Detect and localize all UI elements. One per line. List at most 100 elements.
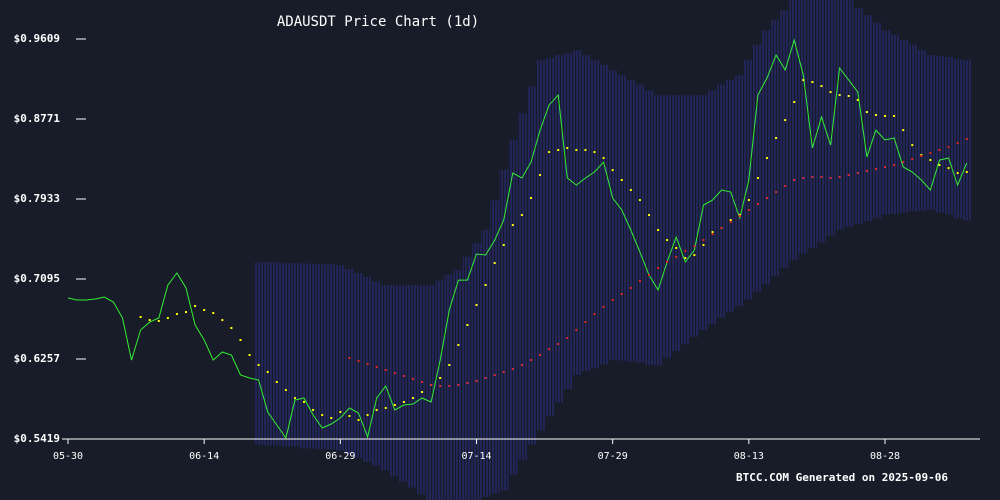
bollinger-band: [934, 56, 945, 213]
bollinger-band: [608, 70, 618, 360]
bollinger-band: [871, 22, 881, 219]
bollinger-band: [562, 53, 572, 390]
moving-average-dot: [811, 81, 814, 84]
moving-average-dot: [430, 383, 433, 386]
x-tick-label: 05-30: [53, 451, 83, 462]
moving-average-dot: [402, 400, 405, 403]
moving-average-dot: [421, 391, 424, 394]
moving-average-dot: [593, 151, 596, 154]
bollinger-band: [281, 263, 291, 447]
bollinger-band: [344, 268, 354, 455]
moving-average-dot: [847, 174, 850, 177]
moving-average-dot: [602, 157, 605, 160]
moving-average-dot: [502, 370, 505, 373]
bollinger-band: [880, 30, 890, 215]
bollinger-band: [481, 229, 491, 498]
bollinger-band: [444, 274, 454, 500]
x-tick-label: 06-29: [325, 451, 355, 462]
bollinger-band: [771, 19, 781, 276]
moving-average-dot: [529, 197, 532, 200]
x-tick-label: 06-14: [189, 451, 219, 462]
moving-average-dot: [856, 99, 859, 102]
bollinger-band: [644, 90, 654, 365]
bollinger-band: [471, 243, 482, 500]
moving-average-dot: [375, 408, 378, 411]
moving-average-dot: [684, 256, 687, 259]
moving-average-dot: [493, 374, 496, 377]
moving-average-dot: [629, 189, 632, 192]
moving-average-dot: [557, 343, 560, 346]
moving-average-dot: [284, 389, 287, 392]
moving-average-dot: [575, 149, 578, 152]
moving-average-dot: [303, 400, 306, 403]
moving-average-dot: [965, 170, 968, 173]
moving-average-dot: [711, 233, 714, 236]
bollinger-band: [372, 281, 382, 466]
moving-average-dot: [330, 416, 333, 419]
moving-average-dot: [484, 376, 487, 379]
bollinger-band: [580, 55, 590, 372]
moving-average-dot: [620, 292, 623, 295]
moving-average-dot: [902, 129, 905, 132]
bollinger-band: [408, 285, 418, 488]
bollinger-band: [816, 0, 827, 243]
moving-average-dot: [620, 179, 623, 182]
moving-average-dot: [239, 339, 242, 342]
moving-average-dot: [802, 79, 805, 82]
bollinger-band: [290, 263, 300, 447]
moving-average-dot: [348, 414, 351, 417]
x-tick-label: 07-29: [598, 451, 628, 462]
bollinger-band: [462, 256, 472, 500]
bollinger-band: [944, 57, 954, 215]
bollinger-band: [853, 8, 863, 225]
moving-average-dot: [666, 261, 669, 264]
moving-average-dot: [947, 146, 950, 149]
moving-average-dot: [511, 368, 514, 371]
moving-average-dot: [738, 214, 741, 217]
bollinger-band: [635, 84, 645, 363]
moving-average-dot: [647, 273, 650, 276]
moving-average-dot: [675, 256, 678, 259]
moving-average-dot: [203, 309, 206, 312]
moving-average-dot: [693, 245, 696, 248]
moving-average-dot: [838, 176, 841, 179]
price-line: [67, 38, 968, 440]
moving-average-dot: [439, 376, 442, 379]
chart-title: ADAUSDT Price Chart (1d): [277, 14, 479, 30]
moving-average-dot: [666, 239, 669, 242]
moving-average-dot: [148, 319, 151, 322]
moving-average-dot: [938, 149, 941, 152]
moving-average-dot: [185, 311, 188, 314]
moving-average-dot: [684, 250, 687, 253]
moving-average-dot: [475, 380, 478, 383]
moving-average-dot: [793, 101, 796, 104]
moving-average-dot: [911, 158, 914, 160]
bollinger-band: [680, 95, 690, 345]
bollinger-band: [726, 79, 736, 312]
bollinger-band: [907, 44, 917, 212]
moving-average-dot: [457, 343, 460, 346]
moving-average-dot: [393, 372, 396, 375]
moving-average-dot: [729, 219, 732, 222]
moving-average-dot: [593, 313, 596, 316]
moving-average-dot: [257, 364, 260, 367]
bollinger-band: [254, 262, 264, 445]
bollinger-band: [363, 276, 373, 462]
moving-average-dot: [638, 199, 641, 202]
bollinger-band: [544, 57, 554, 416]
moving-average-dot: [584, 149, 587, 152]
moving-average-dot: [539, 353, 542, 356]
moving-average-dot: [384, 368, 387, 371]
moving-average-dot: [747, 199, 750, 202]
moving-average-dot: [702, 244, 705, 247]
y-tick-label: $0.7933: [14, 192, 60, 205]
bollinger-band: [826, 0, 836, 236]
moving-average-dot: [657, 267, 660, 270]
moving-average-dot: [775, 136, 778, 139]
moving-average-dot: [911, 144, 914, 147]
moving-average-dot: [548, 151, 551, 154]
moving-average-dot: [829, 176, 832, 179]
bollinger-band: [299, 263, 309, 449]
bollinger-band: [735, 75, 745, 307]
